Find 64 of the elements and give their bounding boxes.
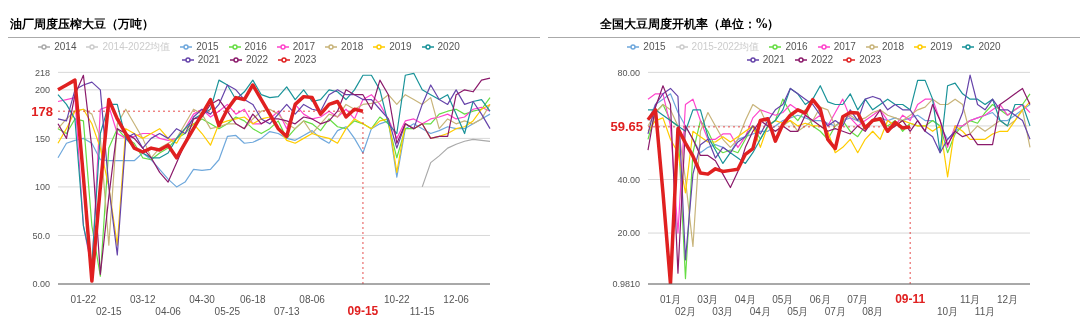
x-tick-label: 03月 [712,306,734,317]
chart-title: 全国大豆周度开机率（单位：%） [548,8,1080,38]
x-tick-label: 04月 [749,306,771,317]
x-tick-label: 08-06 [299,294,326,305]
x-tick-label: 05-25 [214,306,241,317]
y-tick-label: 150 [34,133,50,144]
legend-label: 2016 [244,41,267,52]
x-tick-label: 08月 [862,306,884,317]
x-tick-label: 04-30 [189,294,216,305]
chart-title: 油厂周度压榨大豆（万吨） [8,8,540,38]
legend-label: 2017 [292,41,316,52]
x-tick-label: 11-15 [409,306,436,317]
legend-label: 2022 [810,54,834,65]
legend-label: 2018 [341,41,364,52]
annotation: 178 [31,103,53,119]
y-tick-label: 0.00 [32,279,50,290]
legend-label: 2016 [785,41,808,52]
annotation: 59.65 [610,119,643,135]
y-tick-label: 80.00 [617,67,640,78]
x-tick-label: 05月 [772,294,794,305]
legend-label: 2015 [643,41,666,52]
x-tick-label: 10月 [937,306,959,317]
legend-label: 2023 [859,54,882,65]
legend-label: 2023 [294,54,317,65]
x-tick-label: 10-22 [384,294,411,305]
x-tick-label: 07月 [847,294,869,305]
legend-label: 2015 [196,41,219,52]
x-tick-label: 05月 [787,306,809,317]
legend-label: 2017 [833,41,856,52]
legend-label: 2019 [930,41,953,52]
legend-label: 2014 [54,41,77,52]
x-tick-label: 12-06 [443,294,470,305]
y-tick-label: 40.00 [617,174,640,185]
x-tick-label: 07月 [824,306,846,317]
x-tick-label: 07-13 [273,306,300,317]
legend-label: 2020 [978,41,1001,52]
legend-label: 2020 [437,41,460,52]
x-tick-label: 04月 [734,294,756,305]
x-tick-label: 06月 [809,294,831,305]
y-tick-label: 218 [34,67,50,78]
y-tick-label: 50.0 [32,230,50,241]
x-tick-label: 02月 [674,306,697,317]
x-tick-label: 01月 [659,294,682,305]
legend-label: 2019 [389,41,412,52]
legend-label: 2021 [762,54,785,65]
x-tick-label: 06-18 [240,294,267,305]
line-series [421,138,491,188]
y-tick-label: 200 [34,85,50,96]
x-tick-label: 11月 [959,294,981,305]
y-tick-label: 0.9810 [612,279,640,290]
x-tick-label: 02-15 [96,306,123,317]
legend-label: 2021 [197,54,220,65]
x-tick-label: 09-15 [347,304,379,318]
legend-label: 2018 [881,41,905,52]
x-tick-label: 01-22 [70,294,97,305]
x-tick-label: 03月 [697,294,719,305]
x-tick-label: 11月 [974,306,996,317]
y-tick-label: 100 [34,182,50,193]
x-tick-label: 03-12 [129,294,156,305]
legend-label: 2022 [245,54,269,65]
x-tick-label: 04-06 [155,306,182,317]
y-tick-label: 20.00 [617,228,640,239]
x-tick-label: 12月 [996,294,1019,305]
x-tick-label: 09-11 [895,292,926,306]
